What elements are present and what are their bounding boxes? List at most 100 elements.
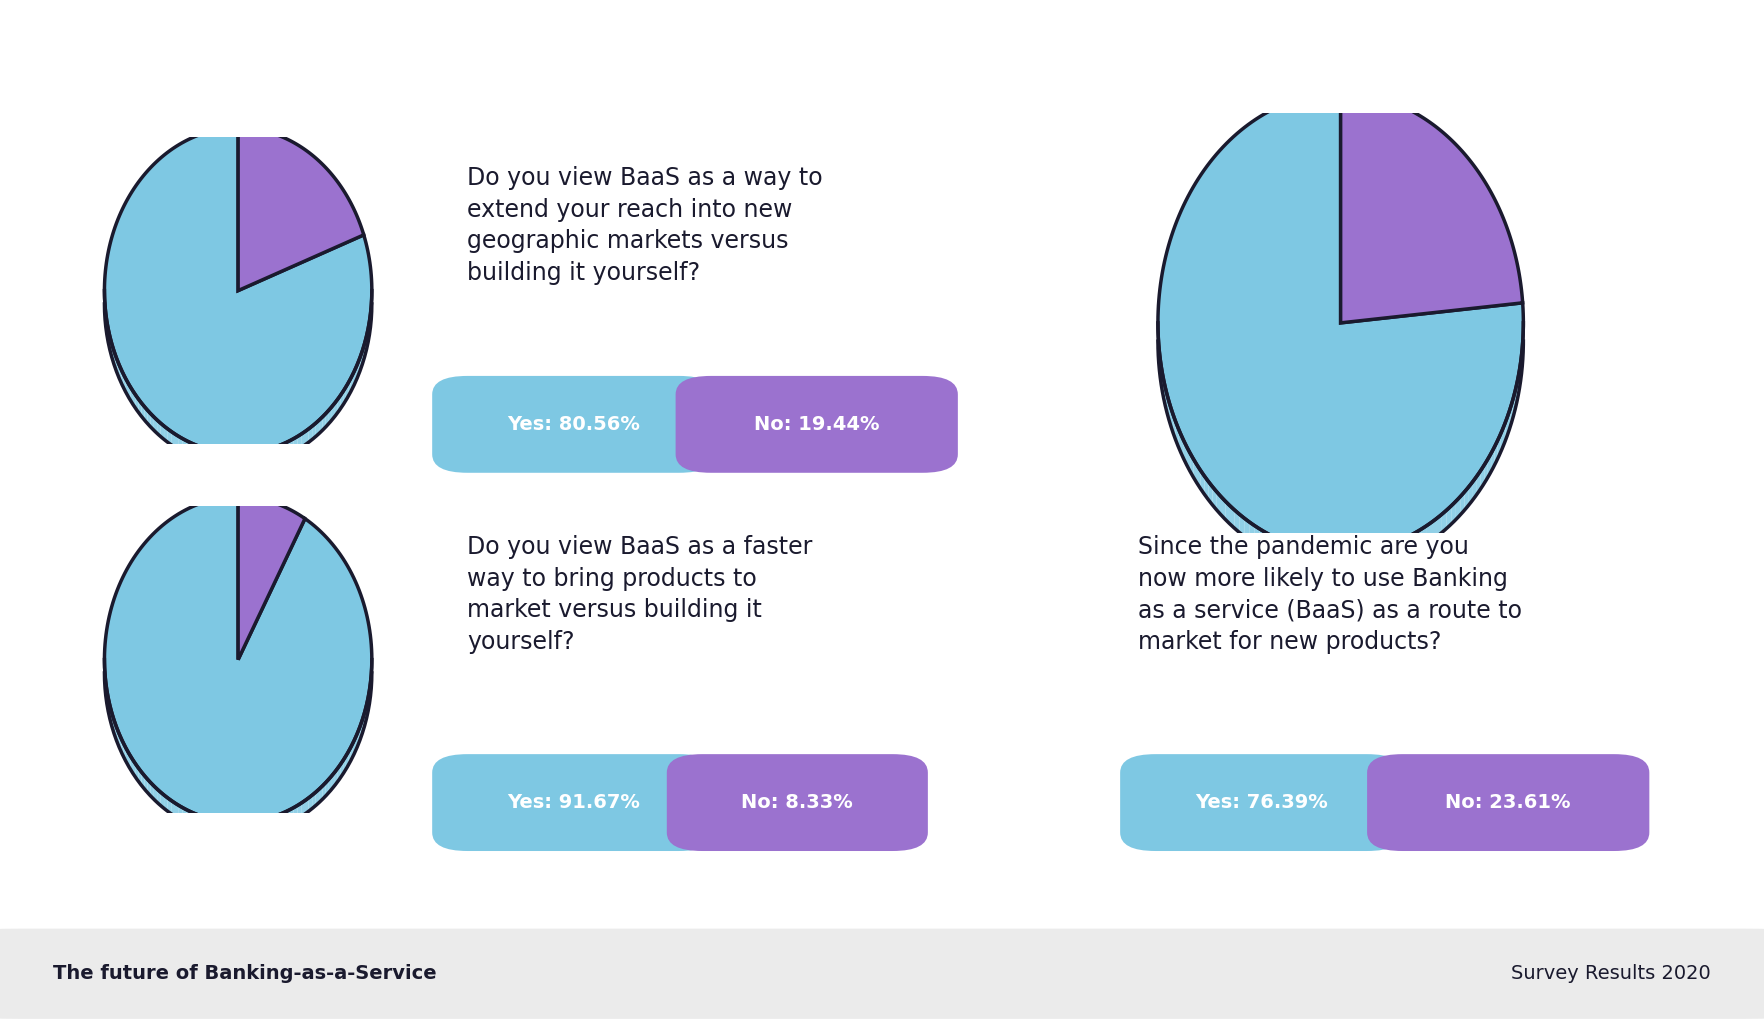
- Polygon shape: [356, 361, 358, 378]
- Polygon shape: [203, 817, 206, 831]
- Polygon shape: [228, 453, 231, 466]
- Polygon shape: [171, 801, 175, 817]
- Polygon shape: [164, 795, 168, 811]
- Polygon shape: [240, 822, 245, 835]
- Polygon shape: [1275, 537, 1281, 559]
- Polygon shape: [1249, 522, 1254, 544]
- Polygon shape: [302, 432, 305, 448]
- Polygon shape: [1498, 435, 1501, 459]
- Polygon shape: [175, 434, 178, 450]
- Polygon shape: [1201, 470, 1205, 494]
- Polygon shape: [125, 747, 129, 766]
- Polygon shape: [191, 812, 194, 827]
- Polygon shape: [132, 392, 136, 409]
- Polygon shape: [1168, 395, 1170, 420]
- FancyBboxPatch shape: [432, 376, 714, 473]
- Polygon shape: [1484, 459, 1487, 483]
- Polygon shape: [122, 370, 123, 387]
- Polygon shape: [279, 445, 282, 459]
- Polygon shape: [249, 452, 252, 466]
- Polygon shape: [1378, 546, 1383, 566]
- Polygon shape: [148, 779, 150, 796]
- FancyBboxPatch shape: [1120, 754, 1402, 851]
- Polygon shape: [1298, 546, 1304, 566]
- Polygon shape: [1240, 515, 1244, 536]
- Polygon shape: [252, 821, 258, 834]
- Polygon shape: [1355, 551, 1360, 570]
- Text: No: 23.61%: No: 23.61%: [1445, 793, 1572, 812]
- Polygon shape: [293, 437, 298, 452]
- Polygon shape: [231, 822, 236, 835]
- PathPatch shape: [104, 128, 372, 453]
- Polygon shape: [279, 814, 282, 828]
- Polygon shape: [1395, 540, 1401, 561]
- Text: The future of Banking-as-a-Service: The future of Banking-as-a-Service: [53, 965, 436, 983]
- Polygon shape: [309, 795, 312, 811]
- Polygon shape: [344, 756, 346, 774]
- Polygon shape: [145, 776, 148, 792]
- Polygon shape: [319, 417, 323, 434]
- Polygon shape: [198, 815, 203, 830]
- FancyBboxPatch shape: [676, 376, 958, 473]
- Polygon shape: [1221, 496, 1226, 520]
- Polygon shape: [136, 765, 139, 781]
- Text: Since the pandemic are you
now more likely to use Banking
as a service (BaaS) as: Since the pandemic are you now more like…: [1138, 535, 1522, 654]
- Text: Do you view BaaS as a way to
extend your reach into new
geographic markets versu: Do you view BaaS as a way to extend your…: [467, 166, 824, 285]
- Polygon shape: [1487, 453, 1491, 478]
- Polygon shape: [175, 803, 178, 819]
- Polygon shape: [328, 407, 332, 423]
- Polygon shape: [323, 783, 326, 800]
- Polygon shape: [1205, 477, 1208, 500]
- Polygon shape: [353, 370, 355, 387]
- Polygon shape: [348, 378, 351, 397]
- Polygon shape: [168, 428, 171, 445]
- Polygon shape: [210, 450, 215, 464]
- Polygon shape: [1281, 540, 1286, 561]
- Polygon shape: [245, 453, 249, 466]
- Polygon shape: [1416, 529, 1422, 550]
- PathPatch shape: [104, 497, 372, 822]
- Polygon shape: [1175, 421, 1178, 447]
- Polygon shape: [183, 808, 187, 823]
- Polygon shape: [157, 420, 161, 437]
- Polygon shape: [346, 383, 348, 401]
- Polygon shape: [316, 789, 319, 806]
- Polygon shape: [125, 378, 129, 397]
- Polygon shape: [326, 410, 328, 427]
- Polygon shape: [1422, 526, 1427, 547]
- Polygon shape: [129, 383, 131, 401]
- Polygon shape: [1411, 532, 1416, 554]
- PathPatch shape: [1341, 93, 1522, 323]
- Polygon shape: [1464, 487, 1469, 510]
- Text: Yes: 91.67%: Yes: 91.67%: [506, 793, 640, 812]
- Polygon shape: [157, 789, 161, 806]
- Polygon shape: [236, 822, 240, 835]
- Polygon shape: [139, 768, 141, 785]
- Polygon shape: [1438, 515, 1441, 536]
- Polygon shape: [1198, 465, 1201, 489]
- Polygon shape: [1390, 542, 1395, 563]
- Polygon shape: [1461, 492, 1464, 515]
- Polygon shape: [178, 806, 183, 821]
- Polygon shape: [224, 821, 228, 835]
- Polygon shape: [1427, 522, 1432, 544]
- Polygon shape: [355, 365, 356, 383]
- Polygon shape: [1191, 453, 1194, 478]
- Polygon shape: [1432, 519, 1438, 540]
- Polygon shape: [164, 426, 168, 442]
- PathPatch shape: [1157, 93, 1524, 552]
- Polygon shape: [206, 818, 210, 832]
- FancyBboxPatch shape: [0, 929, 1764, 1019]
- Polygon shape: [270, 817, 273, 831]
- Polygon shape: [122, 739, 123, 756]
- Polygon shape: [120, 734, 122, 752]
- Polygon shape: [1270, 535, 1275, 556]
- Polygon shape: [194, 445, 198, 459]
- Polygon shape: [153, 417, 157, 434]
- Polygon shape: [187, 810, 191, 825]
- Polygon shape: [289, 439, 293, 454]
- Polygon shape: [141, 772, 145, 789]
- Polygon shape: [1469, 482, 1473, 505]
- Polygon shape: [1401, 537, 1406, 559]
- Polygon shape: [261, 450, 266, 464]
